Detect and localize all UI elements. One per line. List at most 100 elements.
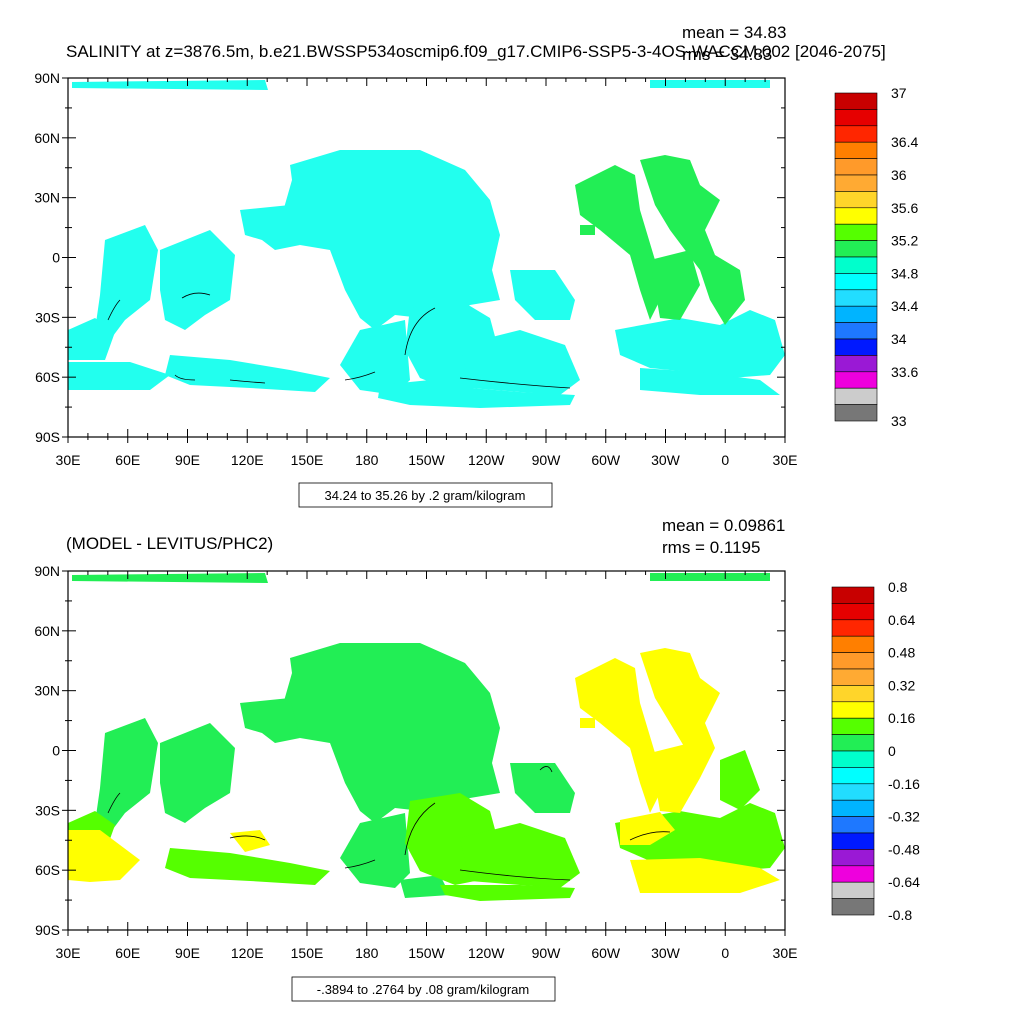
colorbar-labels: 37 36.4 36 35.6 35.2 34.8 34.4 34 33.6 33 — [891, 85, 918, 429]
mean-label: mean = 0.09861 — [662, 516, 785, 535]
lon-label: 90E — [175, 945, 200, 961]
colorbar-box — [834, 256, 878, 274]
colorbar-box — [831, 685, 875, 703]
contour-info-box — [298, 482, 553, 508]
ocean-field — [68, 573, 785, 901]
lon-label: 150E — [291, 452, 324, 468]
colorbar-box — [831, 734, 875, 752]
lon-label: 120W — [468, 945, 505, 961]
lon-label: 30E — [773, 945, 798, 961]
colorbar-label: 0.16 — [888, 710, 915, 726]
colorbar-box — [831, 717, 875, 735]
lon-label: 30W — [651, 945, 681, 961]
lat-label: 90N — [34, 70, 60, 86]
colorbar-box — [834, 158, 878, 176]
colorbar-box — [834, 387, 878, 405]
colorbar-box — [834, 223, 878, 241]
colorbar-box — [834, 109, 878, 127]
lon-tick-labels: 30E 60E 90E 120E 150E 180 150W 120W 90W 60W 30W 0 30… — [56, 452, 798, 468]
lon-label: 180 — [355, 452, 379, 468]
colorbar-box — [831, 750, 875, 768]
colorbar-label: 35.2 — [891, 233, 918, 249]
colorbar-box — [831, 619, 875, 637]
panel-title: SALINITY at z=3876.5m, b.e21.BWSSP534osc… — [66, 42, 886, 61]
lat-label: 90N — [34, 563, 60, 579]
rms-label: rms = 34.83 — [682, 45, 772, 64]
colorbar-box — [834, 125, 878, 143]
colorbar-box — [831, 783, 875, 801]
lon-label: 60E — [115, 452, 140, 468]
colorbar-label: 0.8 — [888, 579, 908, 595]
colorbar-label: 33.6 — [891, 364, 918, 380]
colorbar-box — [831, 767, 875, 785]
colorbar-box — [831, 668, 875, 686]
colorbar-label: -0.64 — [888, 874, 920, 890]
colorbar-box — [834, 273, 878, 291]
colorbar-label: 0.32 — [888, 677, 915, 693]
colorbar-label: -0.8 — [888, 907, 912, 923]
lat-label: 0 — [52, 250, 60, 266]
mean-label: mean = 34.83 — [682, 23, 786, 42]
ocean-field — [68, 80, 785, 408]
contour-info-box — [291, 976, 556, 1002]
lat-tick-labels: 90N 60N 30N 0 30S 60S 90S — [34, 563, 60, 938]
colorbar-box — [831, 652, 875, 670]
axis-ticks — [62, 77, 786, 443]
lon-label: 30E — [56, 945, 81, 961]
lat-label: 90S — [35, 922, 60, 938]
lat-label: 30N — [34, 190, 60, 206]
contour-info: 34.24 to 35.26 by .2 gram/kilogram — [325, 488, 526, 503]
colorbar-box — [834, 174, 878, 192]
lon-label: 0 — [721, 945, 729, 961]
lat-tick-labels: 90N 60N 30N 0 30S 60S 90S — [34, 70, 60, 445]
colorbar-box — [831, 603, 875, 621]
colorbar-label: 35.6 — [891, 200, 918, 216]
panel-title: (MODEL - LEVITUS/PHC2) — [66, 534, 273, 553]
colorbar-box — [834, 355, 878, 373]
difference-panel: (MODEL - LEVITUS/PHC2) mean = 0.09861 rm… — [34, 516, 920, 1002]
colorbar — [834, 92, 878, 422]
lon-label: 60E — [115, 945, 140, 961]
lat-label: 60S — [35, 862, 60, 878]
lat-label: 0 — [52, 743, 60, 759]
colorbar-box — [831, 635, 875, 653]
colorbar-label: 0 — [888, 743, 896, 759]
lat-label: 60S — [35, 369, 60, 385]
colorbar-box — [834, 305, 878, 323]
lon-tick-labels: 30E 60E 90E 120E 150E 180 150W 120W 90W 60W 30W 0 30… — [56, 945, 798, 961]
colorbar-label: -0.48 — [888, 841, 920, 857]
colorbar-label: -0.32 — [888, 809, 920, 825]
colorbar-label: 34.8 — [891, 265, 918, 281]
lon-label: 60W — [591, 452, 621, 468]
contour-lines — [107, 292, 571, 389]
lon-label: 120E — [231, 452, 264, 468]
colorbar-label: 33 — [891, 413, 907, 429]
lon-label: 30E — [56, 452, 81, 468]
colorbar-box — [831, 849, 875, 867]
lon-label: 120E — [231, 945, 264, 961]
salinity-panel: SALINITY at z=3876.5m, b.e21.BWSSP534osc… — [34, 23, 918, 508]
lon-label: 30E — [773, 452, 798, 468]
colorbar-box — [834, 191, 878, 209]
lon-label: 150W — [408, 452, 445, 468]
colorbar-box — [831, 586, 875, 604]
lat-label: 60N — [34, 623, 60, 639]
colorbar-box — [834, 289, 878, 307]
contour-lines — [107, 766, 671, 881]
lon-label: 30W — [651, 452, 681, 468]
colorbar-box — [834, 338, 878, 356]
axis-ticks — [62, 570, 786, 936]
lon-label: 120W — [468, 452, 505, 468]
colorbar-label: -0.16 — [888, 776, 920, 792]
lat-label: 30S — [35, 309, 60, 325]
lon-label: 90E — [175, 452, 200, 468]
colorbar-box — [831, 865, 875, 883]
lon-label: 90W — [532, 452, 562, 468]
colorbar — [831, 586, 875, 916]
colorbar-label: 37 — [891, 85, 907, 101]
colorbar-box — [834, 404, 878, 422]
lat-label: 30S — [35, 802, 60, 818]
colorbar-labels: 0.8 0.64 0.48 0.32 0.16 0 -0.16 -0.32 -0.48 -0.64… — [888, 579, 920, 923]
lat-label: 30N — [34, 683, 60, 699]
